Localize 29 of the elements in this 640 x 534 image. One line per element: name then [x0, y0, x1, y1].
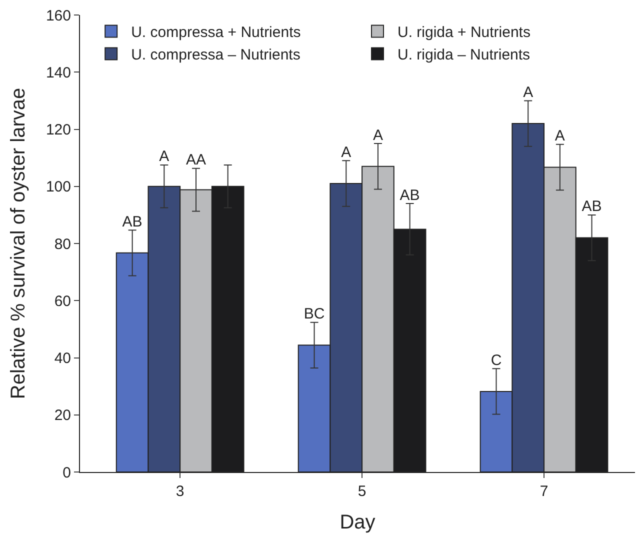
data-label: A	[372, 126, 383, 144]
data-label: C	[490, 352, 502, 369]
y-tick-label: 140	[46, 64, 71, 82]
y-tick-label: 60	[54, 292, 71, 310]
y-tick-label: 80	[54, 236, 71, 253]
legend-label: U. rigida + Nutrients	[398, 24, 530, 42]
legend-label: U. compressa – Nutrients	[131, 46, 300, 64]
y-axis-title: Relative % survival of oyster larvae	[7, 88, 30, 400]
data-label: A	[341, 144, 352, 161]
data-label: A	[554, 128, 565, 145]
data-label: AA	[186, 152, 206, 169]
y-tick-label: 120	[46, 122, 71, 138]
legend-label: U. rigida – Nutrients	[398, 46, 530, 64]
data-label: A	[523, 84, 534, 101]
data-label: BC	[304, 306, 325, 323]
y-tick-label: 20	[54, 407, 71, 424]
y-tick-label: 100	[46, 178, 71, 196]
data-label: AB	[400, 186, 420, 204]
data-label: A	[159, 148, 170, 166]
x-tick-label: 7	[540, 483, 548, 500]
legend-label: U. compressa + Nutrients	[131, 24, 301, 42]
y-tick-label: 160	[46, 7, 71, 24]
x-axis-title: Day	[340, 512, 376, 534]
y-tick-label: 40	[54, 350, 71, 367]
data-label: AB	[582, 198, 602, 216]
x-tick-label: 3	[176, 483, 184, 500]
y-tick-label: 0	[62, 464, 71, 482]
data-label: AB	[122, 213, 142, 230]
x-tick-label: 5	[358, 483, 366, 500]
